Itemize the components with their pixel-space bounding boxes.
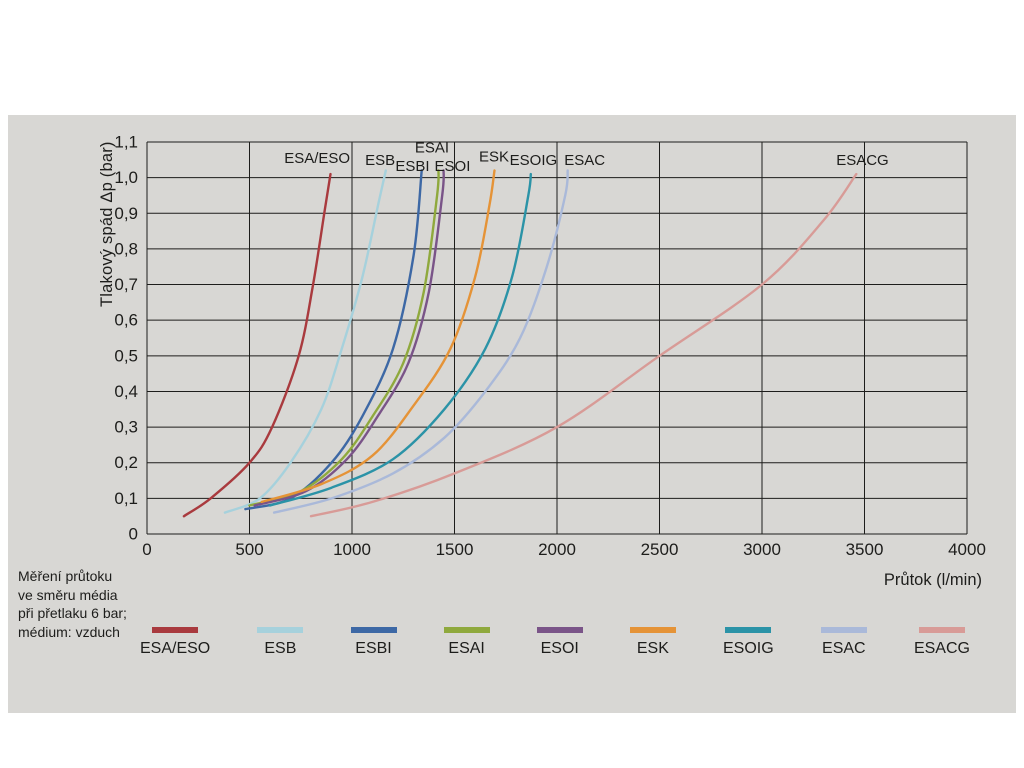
curve-label-esb: ESB xyxy=(365,152,395,169)
curve-label-esoig: ESOIG xyxy=(510,152,558,169)
x-tick-label: 1500 xyxy=(436,540,474,559)
curve-esoig xyxy=(268,172,532,507)
legend-label-esac: ESAC xyxy=(822,640,866,657)
chart-legend: ESA/ESO ESB ESBI ESAI ESOI ESK ESOIG ESAC ESACG xyxy=(140,627,970,658)
curve-esai xyxy=(248,169,440,507)
legend-swatch-esai xyxy=(443,627,490,633)
legend-swatch-esbi xyxy=(350,627,397,633)
legend-label-esk: ESK xyxy=(636,640,669,657)
curve-label-esacg: ESACG xyxy=(836,152,889,169)
legend-label-esoi: ESOI xyxy=(540,640,579,657)
curve-esbi xyxy=(244,169,423,511)
curve-label-esai: ESAI xyxy=(415,139,449,156)
curve-esa-eso xyxy=(182,172,332,518)
x-tick-label: 2500 xyxy=(641,540,679,559)
chart-panel: 0 500 1000 1500 2000 2500 3000 3500 4000 0 0,1 0,2 0… xyxy=(8,115,1016,713)
legend-item-esbi: ESBI xyxy=(350,627,397,658)
y-tick-label: 0,2 xyxy=(114,453,138,472)
note-line: při přetlaku 6 bar; xyxy=(18,605,127,621)
legend-label-esbi: ESBI xyxy=(355,640,392,657)
legend-item-esacg: ESACG xyxy=(914,627,970,658)
legend-item-esb: ESB xyxy=(257,627,304,658)
legend-swatch-esoig xyxy=(725,627,772,633)
x-tick-label: 1000 xyxy=(333,540,371,559)
y-tick-label: 0,3 xyxy=(114,418,138,437)
legend-swatch-esb xyxy=(257,627,304,633)
y-tick-label: 0,4 xyxy=(114,382,138,401)
legend-item-esoig: ESOIG xyxy=(723,627,774,658)
legend-item-esk: ESK xyxy=(629,627,676,658)
y-tick-label: 0,5 xyxy=(114,346,138,365)
curve-label-esoi: ESOI xyxy=(435,158,471,175)
legend-item-esai: ESAI xyxy=(443,627,490,658)
y-tick-label: 0,9 xyxy=(114,204,138,223)
curve-esacg xyxy=(309,172,858,518)
y-tick-label: 1,1 xyxy=(114,133,138,152)
curve-esac xyxy=(272,169,569,514)
x-tick-label: 0 xyxy=(142,540,151,559)
y-tick-label: 0,6 xyxy=(114,311,138,330)
y-tick-label: 0 xyxy=(129,525,138,544)
y-tick-label: 0,8 xyxy=(114,239,138,258)
legend-item-esac: ESAC xyxy=(820,627,867,658)
measurement-note: Měření průtoku ve směru média při přetlaku… xyxy=(18,567,127,641)
legend-swatch-esk xyxy=(629,627,676,633)
legend-swatch-esacg xyxy=(918,627,965,633)
x-tick-label: 3500 xyxy=(846,540,884,559)
legend-swatch-esoi xyxy=(536,627,583,633)
x-tick-label: 4000 xyxy=(948,540,986,559)
note-line: médium: vzduch xyxy=(18,623,120,640)
legend-swatch-esac xyxy=(820,627,867,633)
curve-esoi xyxy=(253,169,445,507)
note-line: ve směru média xyxy=(18,586,118,603)
y-tick-label: 0,1 xyxy=(114,489,138,508)
x-tick-label: 2000 xyxy=(538,540,576,559)
y-tick-label: 0,7 xyxy=(114,275,138,294)
x-tick-label: 500 xyxy=(235,540,263,559)
curve-label-esk: ESK xyxy=(479,148,509,165)
curve-label-esa-eso: ESA/ESO xyxy=(284,150,350,167)
legend-label-esacg: ESACG xyxy=(913,640,970,657)
x-tick-label: 3000 xyxy=(743,540,781,559)
curve-esb xyxy=(223,169,387,514)
legend-label-esb: ESB xyxy=(264,640,297,657)
legend-label-esoig: ESOIG xyxy=(723,640,774,657)
curve-label-esac: ESAC xyxy=(564,152,605,169)
y-axis-title: Tlakový spád Δp (bar) xyxy=(98,141,116,307)
x-axis-title: Průtok (l/min) xyxy=(883,571,982,589)
legend-item-esoi: ESOI xyxy=(536,627,583,658)
note-line: Měření průtoku xyxy=(18,568,113,584)
legend-label-esai: ESAI xyxy=(448,640,485,657)
pressure-drop-flow-chart: 0 500 1000 1500 2000 2500 3000 3500 4000 0 0,1 0,2 0… xyxy=(114,133,986,560)
legend-label-esa-eso: ESA/ESO xyxy=(140,640,211,657)
y-tick-label: 1,0 xyxy=(114,168,138,187)
curve-label-esbi: ESBI xyxy=(395,158,429,175)
legend-swatch-esa-eso xyxy=(152,627,199,633)
curve-esk xyxy=(260,169,496,504)
legend-item-esa-eso: ESA/ESO xyxy=(140,627,210,658)
